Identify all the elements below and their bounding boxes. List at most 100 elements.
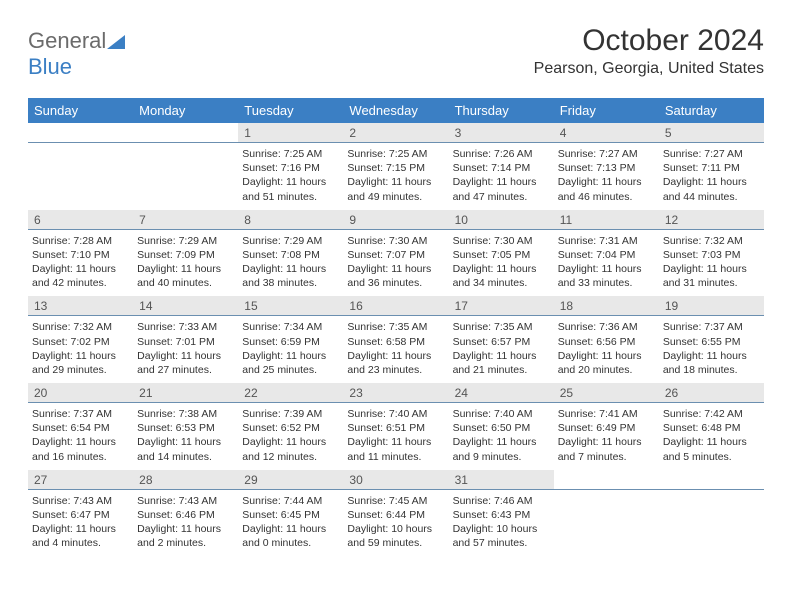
day-cell: Sunrise: 7:37 AMSunset: 6:54 PMDaylight:… [28, 403, 133, 470]
daylight-text: Daylight: 11 hours and 47 minutes. [453, 175, 550, 203]
day-cell: Sunrise: 7:27 AMSunset: 7:13 PMDaylight:… [554, 143, 659, 210]
day-cell: Sunrise: 7:40 AMSunset: 6:50 PMDaylight:… [449, 403, 554, 470]
sunrise-text: Sunrise: 7:34 AM [242, 320, 339, 334]
sunset-text: Sunset: 7:02 PM [32, 335, 129, 349]
daylight-text: Daylight: 11 hours and 11 minutes. [347, 435, 444, 463]
daylight-text: Daylight: 11 hours and 25 minutes. [242, 349, 339, 377]
dow-thursday: Thursday [449, 98, 554, 123]
sunset-text: Sunset: 6:49 PM [558, 421, 655, 435]
day-number-cell: 2 [343, 123, 448, 143]
daylight-text: Daylight: 11 hours and 46 minutes. [558, 175, 655, 203]
logo-text: GeneralBlue [28, 28, 126, 80]
week-row: Sunrise: 7:43 AM Sunset: 6:47 PM Daylight:… [28, 489, 764, 556]
daylight-text: Daylight: 11 hours and 31 minutes. [663, 262, 760, 290]
sunrise-text: Sunrise: 7:43 AM [137, 494, 234, 508]
day-cell: Sunrise: 7:44 AMSunset: 6:45 PMDaylight:… [238, 489, 343, 556]
day-number-row: 12345 [28, 123, 764, 143]
day-number-cell: 30 [343, 470, 448, 490]
day-number-cell: 22 [238, 383, 343, 403]
day-number-cell: 5 [659, 123, 764, 143]
daylight-text: Daylight: 10 hours and 59 minutes. [347, 522, 444, 550]
day-cell: Sunrise: 7:28 AMSunset: 7:10 PMDaylight:… [28, 229, 133, 296]
sunset-text: Sunset: 6:52 PM [242, 421, 339, 435]
daylight-text: Daylight: 11 hours and 27 minutes. [137, 349, 234, 377]
title-block: October 2024 Pearson, Georgia, United St… [534, 24, 764, 78]
sunset-text: Sunset: 7:03 PM [663, 248, 760, 262]
daylight-text: Daylight: 11 hours and 33 minutes. [558, 262, 655, 290]
day-number-cell: 17 [449, 296, 554, 316]
daylight-text: Daylight: 11 hours and 34 minutes. [453, 262, 550, 290]
dow-monday: Monday [133, 98, 238, 123]
day-number-cell: 26 [659, 383, 764, 403]
day-number-cell [554, 470, 659, 490]
week-row: Sunrise: 7:37 AMSunset: 6:54 PMDaylight:… [28, 403, 764, 470]
sunset-text: Sunset: 6:50 PM [453, 421, 550, 435]
daylight-text: Daylight: 11 hours and 44 minutes. [663, 175, 760, 203]
sunrise-text: Sunrise: 7:29 AM [137, 234, 234, 248]
daylight-text: Daylight: 11 hours and 36 minutes. [347, 262, 444, 290]
day-cell: Sunrise: 7:41 AMSunset: 6:49 PMDaylight:… [554, 403, 659, 470]
day-cell [554, 489, 659, 556]
daylight-text: Daylight: 11 hours and 51 minutes. [242, 175, 339, 203]
day-number-cell: 4 [554, 123, 659, 143]
sunset-text: Sunset: 6:51 PM [347, 421, 444, 435]
day-number-cell [659, 470, 764, 490]
sunset-text: Sunset: 6:48 PM [663, 421, 760, 435]
dow-saturday: Saturday [659, 98, 764, 123]
sunrise-text: Sunrise: 7:25 AM [347, 147, 444, 161]
daylight-text: Daylight: 11 hours and 0 minutes. [242, 522, 339, 550]
daylight-text: Daylight: 11 hours and 14 minutes. [137, 435, 234, 463]
day-cell: Sunrise: 7:46 AMSunset: 6:43 PMDaylight:… [449, 489, 554, 556]
sunrise-text: Sunrise: 7:30 AM [347, 234, 444, 248]
daylight-text: Daylight: 11 hours and 2 minutes. [137, 522, 234, 550]
daylight-text: Daylight: 11 hours and 16 minutes. [32, 435, 129, 463]
sunset-text: Sunset: 6:53 PM [137, 421, 234, 435]
sunset-text: Sunset: 6:56 PM [558, 335, 655, 349]
logo-blue: Blue [28, 54, 72, 79]
day-number-row: 13141516171819 [28, 296, 764, 316]
day-cell: Sunrise: 7:29 AMSunset: 7:09 PMDaylight:… [133, 229, 238, 296]
sunrise-text: Sunrise: 7:26 AM [453, 147, 550, 161]
daylight-text: Daylight: 11 hours and 42 minutes. [32, 262, 129, 290]
sunset-text: Sunset: 6:47 PM [32, 508, 129, 522]
day-number-cell: 18 [554, 296, 659, 316]
calendar-body: 12345Sunrise: 7:25 AMSunset: 7:16 PMDayl… [28, 123, 764, 556]
day-number-cell: 7 [133, 210, 238, 230]
sunset-text: Sunset: 7:11 PM [663, 161, 760, 175]
sunset-text: Sunset: 7:15 PM [347, 161, 444, 175]
sunset-text: Sunset: 7:13 PM [558, 161, 655, 175]
sunset-text: Sunset: 6:45 PM [242, 508, 339, 522]
sunrise-text: Sunrise: 7:39 AM [242, 407, 339, 421]
location-text: Pearson, Georgia, United States [534, 60, 764, 78]
day-cell [28, 143, 133, 210]
sunrise-text: Sunrise: 7:31 AM [558, 234, 655, 248]
sunrise-text: Sunrise: 7:46 AM [453, 494, 550, 508]
day-cell: Sunrise: 7:32 AMSunset: 7:02 PMDaylight:… [28, 316, 133, 383]
day-cell: Sunrise: 7:39 AMSunset: 6:52 PMDaylight:… [238, 403, 343, 470]
dow-wednesday: Wednesday [343, 98, 448, 123]
day-number-cell: 27 [28, 470, 133, 490]
day-number-cell: 14 [133, 296, 238, 316]
sunrise-text: Sunrise: 7:37 AM [663, 320, 760, 334]
sunset-text: Sunset: 6:59 PM [242, 335, 339, 349]
sunrise-text: Sunrise: 7:27 AM [558, 147, 655, 161]
day-cell: Sunrise: 7:43 AMSunset: 6:47 PMDaylight:… [28, 489, 133, 556]
day-cell: Sunrise: 7:35 AMSunset: 6:58 PMDaylight:… [343, 316, 448, 383]
sunrise-text: Sunrise: 7:32 AM [663, 234, 760, 248]
sunrise-text: Sunrise: 7:40 AM [347, 407, 444, 421]
day-cell: Sunrise: 7:30 AMSunset: 7:05 PMDaylight:… [449, 229, 554, 296]
day-number-row: 6789101112 [28, 210, 764, 230]
dow-sunday: Sunday [28, 98, 133, 123]
daylight-text: Daylight: 11 hours and 23 minutes. [347, 349, 444, 377]
day-number-cell: 24 [449, 383, 554, 403]
day-number-cell: 11 [554, 210, 659, 230]
sunset-text: Sunset: 7:09 PM [137, 248, 234, 262]
day-number-cell: 1 [238, 123, 343, 143]
logo-general: General [28, 28, 106, 53]
day-number-cell: 31 [449, 470, 554, 490]
daylight-text: Daylight: 11 hours and 9 minutes. [453, 435, 550, 463]
day-cell [659, 489, 764, 556]
day-number-cell: 29 [238, 470, 343, 490]
daylight-text: Daylight: 11 hours and 7 minutes. [558, 435, 655, 463]
daylight-text: Daylight: 11 hours and 20 minutes. [558, 349, 655, 377]
